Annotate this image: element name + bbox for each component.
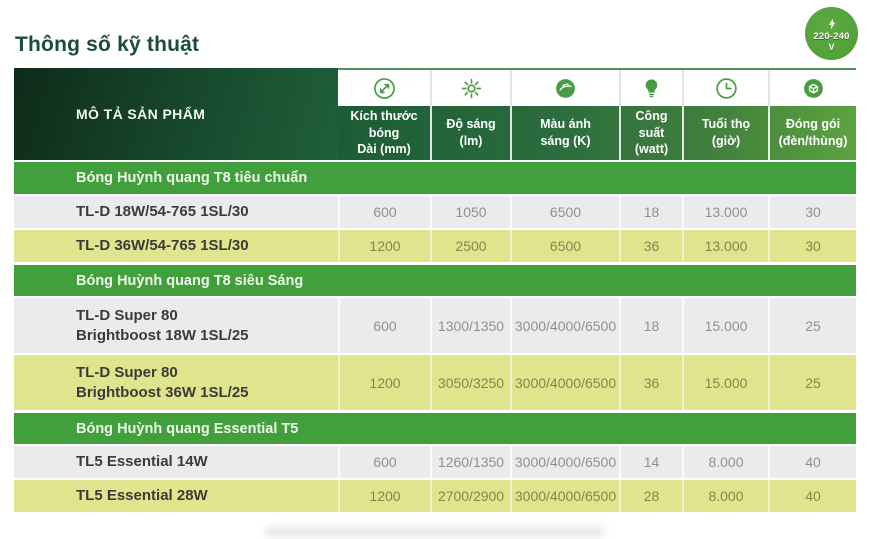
value-packaging: 30 bbox=[768, 196, 856, 228]
section-header-essential-t5: Bóng Huỳnh quang Essential T5 bbox=[14, 410, 856, 444]
icon-cell bbox=[768, 70, 856, 106]
page-title: Thông số kỹ thuật bbox=[15, 33, 200, 56]
header-label-band: Kích thước bóng Dài (mm) Độ sáng (lm) Mà… bbox=[338, 106, 856, 160]
value-lumen: 2700/2900 bbox=[430, 480, 510, 512]
value-hours: 15.000 bbox=[682, 298, 768, 353]
value-length: 1200 bbox=[338, 230, 430, 262]
lifetime-clock-icon bbox=[715, 77, 737, 99]
section-header-t8-standard: Bóng Huỳnh quang T8 tiêu chuẩn bbox=[14, 160, 856, 194]
table-row: TL5 Essential 28W 1200 2700/2900 3000/40… bbox=[14, 478, 856, 512]
value-packaging: 25 bbox=[768, 298, 856, 353]
table-row: TL-D Super 80 Brightboost 36W 1SL/25 120… bbox=[14, 353, 856, 410]
product-name: TL-D Super 80 Brightboost 18W 1SL/25 bbox=[76, 307, 249, 344]
value-watt: 18 bbox=[619, 298, 682, 353]
value-length: 1200 bbox=[338, 355, 430, 410]
icon-cell bbox=[510, 70, 619, 106]
value-length: 600 bbox=[338, 446, 430, 478]
icon-cell bbox=[619, 70, 682, 106]
value-kelvin: 3000/4000/6500 bbox=[510, 355, 619, 410]
power-bulb-icon bbox=[645, 78, 658, 97]
light-color-icon bbox=[556, 78, 575, 98]
description-column-header: MÔ TẢ SẢN PHẨM bbox=[14, 68, 338, 160]
table-row: TL-D 36W/54-765 1SL/30 1200 2500 6500 36… bbox=[14, 228, 856, 262]
value-length: 1200 bbox=[338, 480, 430, 512]
spec-table: MÔ TẢ SẢN PHẨM bbox=[14, 68, 856, 512]
value-hours: 8.000 bbox=[682, 480, 768, 512]
value-watt: 18 bbox=[619, 196, 682, 228]
value-packaging: 40 bbox=[768, 480, 856, 512]
value-hours: 13.000 bbox=[682, 196, 768, 228]
value-length: 600 bbox=[338, 298, 430, 353]
table-row: TL-D Super 80 Brightboost 18W 1SL/25 600… bbox=[14, 296, 856, 353]
product-name: TL5 Essential 14W bbox=[76, 453, 208, 471]
value-lumen: 1050 bbox=[430, 196, 510, 228]
dimension-icon bbox=[373, 77, 395, 99]
product-name: TL-D 36W/54-765 1SL/30 bbox=[76, 237, 249, 255]
value-lumen: 3050/3250 bbox=[430, 355, 510, 410]
lightning-icon bbox=[828, 17, 835, 30]
table-header: MÔ TẢ SẢN PHẨM bbox=[14, 68, 856, 160]
column-header-dimension: Kích thước bóng Dài (mm) bbox=[350, 108, 418, 157]
packaging-icon bbox=[803, 78, 823, 98]
value-lumen: 1260/1350 bbox=[430, 446, 510, 478]
voltage-unit: V bbox=[828, 41, 835, 52]
product-name: TL-D Super 80 Brightboost 36W 1SL/25 bbox=[76, 364, 249, 401]
column-header-brightness: Độ sáng (lm) bbox=[430, 106, 510, 160]
value-packaging: 30 bbox=[768, 230, 856, 262]
section-header-t8-super: Bóng Huỳnh quang T8 siêu Sáng bbox=[14, 262, 856, 296]
icon-cell bbox=[682, 70, 768, 106]
value-packaging: 40 bbox=[768, 446, 856, 478]
value-watt: 36 bbox=[619, 230, 682, 262]
value-hours: 13.000 bbox=[682, 230, 768, 262]
value-watt: 14 bbox=[619, 446, 682, 478]
value-lumen: 2500 bbox=[430, 230, 510, 262]
value-kelvin: 3000/4000/6500 bbox=[510, 446, 619, 478]
table-row: TL-D 18W/54-765 1SL/30 600 1050 6500 18 … bbox=[14, 194, 856, 228]
product-name: TL5 Essential 28W bbox=[76, 487, 208, 505]
product-name: TL-D 18W/54-765 1SL/30 bbox=[76, 203, 249, 221]
value-hours: 15.000 bbox=[682, 355, 768, 410]
bottom-artifact bbox=[265, 527, 605, 536]
icon-cell bbox=[338, 70, 430, 106]
column-header-lifetime: Tuổi thọ (giờ) bbox=[682, 106, 768, 160]
value-kelvin: 3000/4000/6500 bbox=[510, 298, 619, 353]
value-packaging: 25 bbox=[768, 355, 856, 410]
column-header-color: Màu ánh sáng (K) bbox=[510, 106, 619, 160]
table-row: TL5 Essential 14W 600 1260/1350 3000/400… bbox=[14, 444, 856, 478]
value-kelvin: 6500 bbox=[510, 230, 619, 262]
metric-columns-header: Kích thước bóng Dài (mm) Độ sáng (lm) Mà… bbox=[338, 68, 856, 160]
value-hours: 8.000 bbox=[682, 446, 768, 478]
brightness-icon bbox=[461, 78, 481, 98]
header-icon-band bbox=[338, 68, 856, 106]
value-kelvin: 6500 bbox=[510, 196, 619, 228]
value-watt: 36 bbox=[619, 355, 682, 410]
value-lumen: 1300/1350 bbox=[430, 298, 510, 353]
column-header-power: Công suất (watt) bbox=[619, 106, 682, 160]
voltage-badge: 220-240 V bbox=[805, 7, 858, 60]
voltage-range: 220-240 bbox=[813, 30, 850, 42]
icon-cell bbox=[430, 70, 510, 106]
column-header-packaging: Đóng gói (đèn/thùng) bbox=[768, 106, 856, 160]
value-length: 600 bbox=[338, 196, 430, 228]
value-watt: 28 bbox=[619, 480, 682, 512]
value-kelvin: 3000/4000/6500 bbox=[510, 480, 619, 512]
